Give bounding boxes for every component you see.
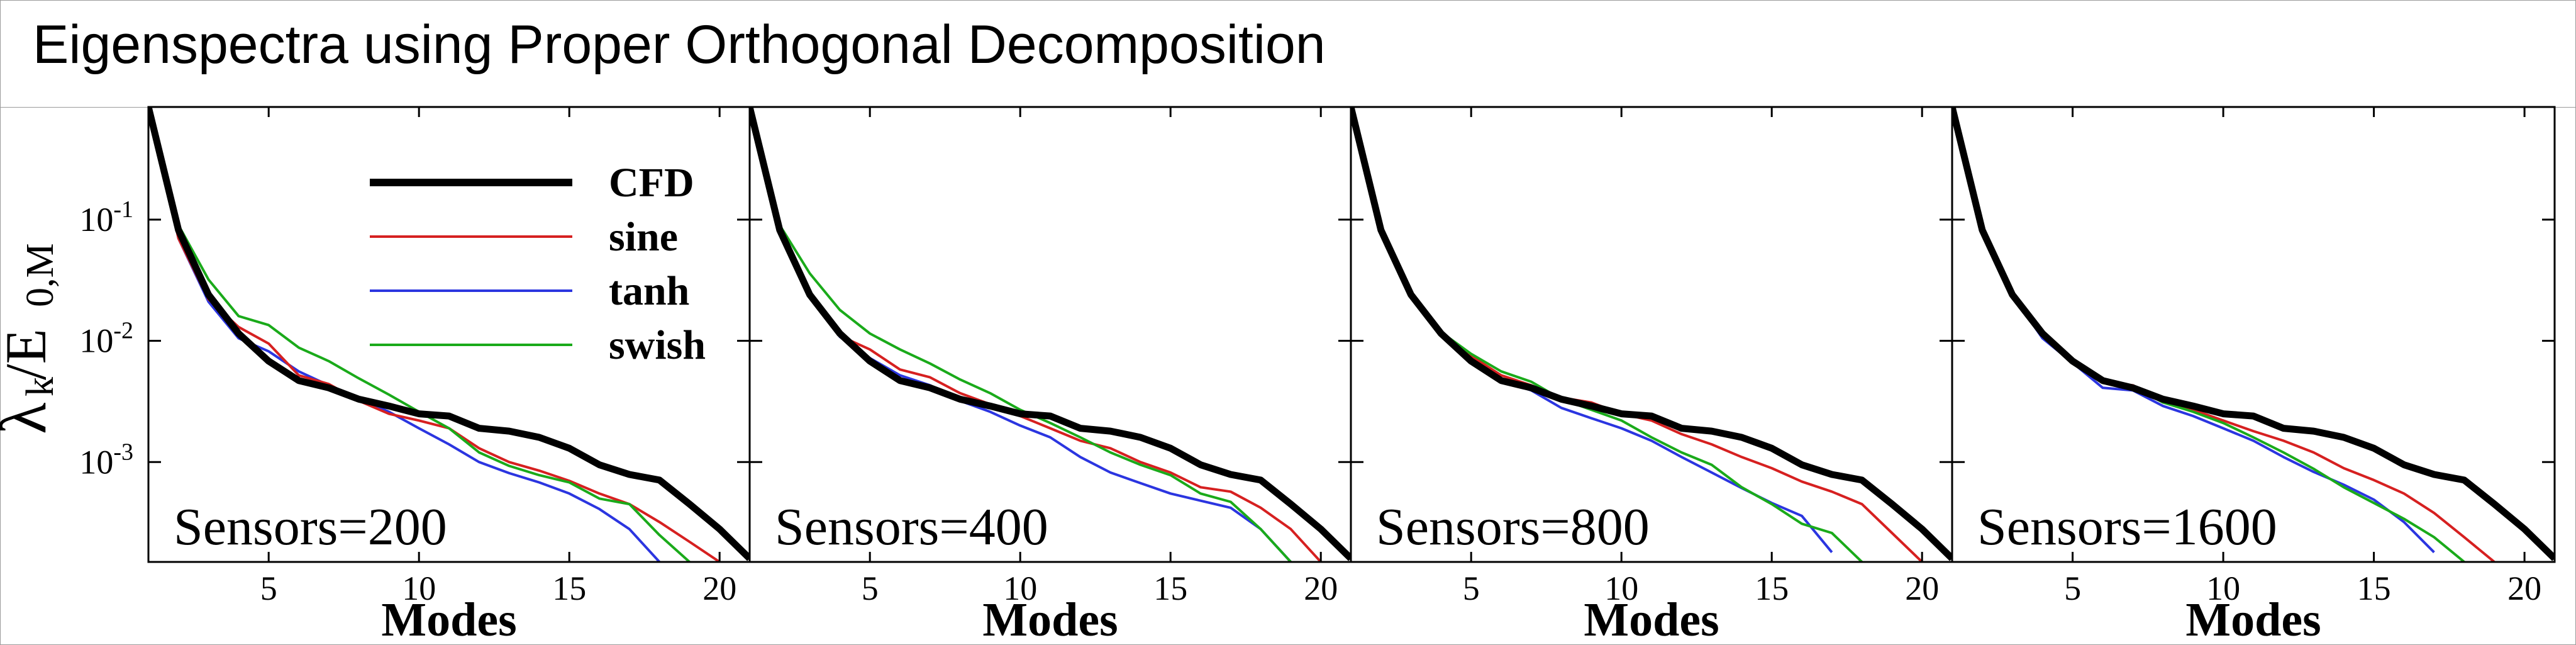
series-group	[148, 107, 750, 562]
x-tick-label: 15	[1153, 569, 1187, 607]
x-tick-label: 5	[1463, 569, 1480, 607]
x-axis-label: Modes	[982, 593, 1118, 645]
panel-1: 5 10 15 20 10-1 10-2 10-3 Sensors=200 Modes CFD si…	[79, 106, 751, 645]
x-tick-label: 15	[2357, 569, 2391, 607]
x-axis-label: Modes	[381, 593, 516, 645]
panel-3: 5 10 15 20 Sensors=800 Modes	[1350, 106, 1953, 645]
y-axis-label-sub2: 0,M	[19, 243, 62, 307]
x-tick-label: 20	[1905, 569, 1939, 607]
legend-label-cfd: CFD	[609, 160, 694, 206]
series-group	[1351, 107, 1952, 562]
series-line-tanh	[1952, 107, 2435, 554]
legend-label-sine: sine	[609, 214, 678, 260]
panel-2: 5 10 15 20 Sensors=400 Modes	[748, 106, 1352, 645]
y-tick-label: 10-3	[79, 439, 133, 481]
legend: CFD sine tanh swish	[370, 160, 706, 368]
sensors-label: Sensors=400	[775, 498, 1048, 556]
series-line-sine	[1351, 107, 1923, 562]
series-line-cfd	[1952, 107, 2555, 561]
series-group	[750, 107, 1351, 562]
panel-4: 5 10 15 20 Sensors=1600 Modes	[1951, 106, 2556, 645]
sensors-label: Sensors=200	[174, 498, 447, 556]
series-line-cfd	[750, 107, 1351, 561]
y-tick-label: 10-2	[79, 318, 133, 360]
title-bar: Eigenspectra using Proper Orthogonal Dec…	[0, 0, 2576, 108]
x-tick-label: 15	[552, 569, 586, 607]
series-line-tanh	[1351, 107, 1833, 553]
page-title: Eigenspectra using Proper Orthogonal Dec…	[33, 14, 1326, 75]
series-line-sine	[750, 107, 1322, 562]
sensors-label: Sensors=1600	[1977, 498, 2277, 556]
x-axis-label: Modes	[1584, 593, 1719, 645]
plot-border	[1951, 106, 2556, 563]
x-tick-label: 10	[1604, 569, 1638, 607]
x-tick-label: 5	[260, 569, 277, 607]
y-axis-label-sub1: k	[19, 377, 62, 396]
x-tick-label: 20	[702, 569, 736, 607]
y-axis-label: λ k /E 0,M	[0, 243, 62, 434]
x-tick-label: 5	[2064, 569, 2081, 607]
series-line-tanh	[148, 107, 661, 562]
series-line-cfd	[1351, 107, 1952, 561]
x-tick-label: 15	[1755, 569, 1789, 607]
x-tick-label: 20	[1304, 569, 1338, 607]
series-line-swish	[1351, 107, 1863, 562]
y-axis-label-slash: /E	[0, 328, 58, 380]
legend-label-swish: swish	[609, 322, 706, 368]
sensors-label: Sensors=800	[1376, 498, 1650, 556]
series-line-swish	[1952, 107, 2465, 562]
x-tick-label: 5	[862, 569, 879, 607]
y-tick-label: 10-1	[79, 196, 133, 238]
x-tick-label: 10	[2206, 569, 2240, 607]
series-line-sine	[1952, 107, 2496, 562]
x-tick-label: 10	[402, 569, 436, 607]
legend-label-tanh: tanh	[609, 268, 689, 314]
panels-group: 5 10 15 20 10-1 10-2 10-3 Sensors=200 Modes CFD si…	[79, 106, 2556, 645]
x-axis-label: Modes	[2185, 593, 2321, 645]
x-tick-label: 20	[2507, 569, 2541, 607]
series-group	[1952, 107, 2555, 562]
series-line-swish	[750, 107, 1292, 562]
series-line-cfd	[148, 107, 750, 561]
x-tick-label: 10	[1003, 569, 1037, 607]
series-line-tanh	[750, 107, 1292, 562]
y-axis-label-main: λ	[0, 403, 60, 434]
